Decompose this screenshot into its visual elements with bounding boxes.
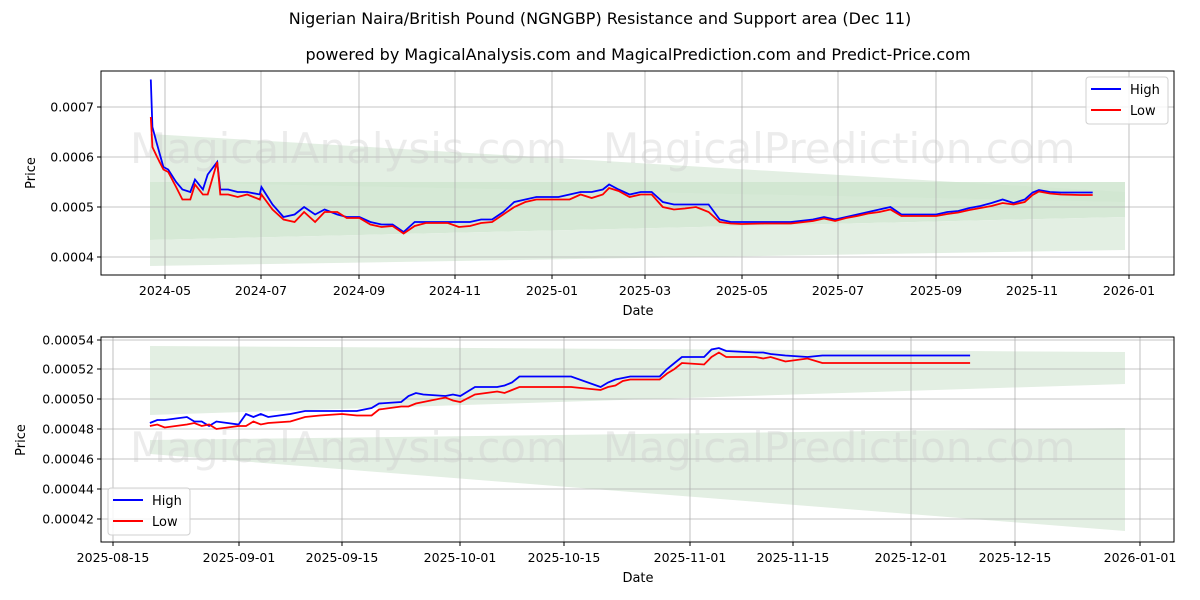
y-tick-label: 0.00048 <box>42 422 94 437</box>
watermark-analysis-bottom: MagicalAnalysis.com <box>130 423 567 472</box>
top-y-axis: 0.0007 0.0006 0.0005 0.0004 <box>50 100 101 265</box>
x-tick-label: 2026-01-01 <box>1104 550 1177 565</box>
x-tick-label: 2025-11 <box>1006 283 1058 298</box>
bottom-y-axis: 0.00054 0.00052 0.00050 0.00048 0.00046 0.000… <box>42 333 101 527</box>
x-tick-label: 2025-12-15 <box>979 550 1052 565</box>
legend-high-label: High <box>1130 83 1160 98</box>
legend-high-label: High <box>152 494 182 509</box>
bottom-legend: High Low <box>108 488 190 535</box>
x-tick-label: 2025-09-01 <box>203 550 276 565</box>
watermark-prediction: MagicalPrediction.com <box>603 124 1076 173</box>
x-tick-label: 2025-03 <box>619 283 671 298</box>
x-tick-label: 2025-10-15 <box>528 550 601 565</box>
y-tick-label: 0.00050 <box>42 392 94 407</box>
bottom-x-axis-label: Date <box>622 571 653 586</box>
bottom-y-axis-label: Price <box>14 424 29 456</box>
x-tick-label: 2024-11 <box>429 283 481 298</box>
y-tick-label: 0.00042 <box>42 512 94 527</box>
charts-canvas: MagicalAnalysis.com MagicalPrediction.co… <box>0 0 1200 600</box>
x-tick-label: 2025-01 <box>526 283 578 298</box>
x-tick-label: 2025-10-01 <box>424 550 497 565</box>
y-tick-label: 0.00044 <box>42 482 94 497</box>
watermark-prediction-bottom: MagicalPrediction.com <box>603 423 1076 472</box>
x-tick-label: 2025-11-01 <box>654 550 727 565</box>
bottom-resistance-band <box>150 346 1125 415</box>
x-tick-label: 2024-09 <box>333 283 385 298</box>
top-y-axis-label: Price <box>24 157 39 189</box>
top-legend: High Low <box>1086 77 1168 124</box>
legend-low-label: Low <box>152 515 178 530</box>
top-x-axis: 2024-05 2024-07 2024-09 2024-11 2025-01 2025-… <box>139 275 1155 298</box>
top-chart: MagicalAnalysis.com MagicalPrediction.co… <box>24 71 1174 319</box>
y-tick-label: 0.0005 <box>50 200 94 215</box>
x-tick-label: 2025-05 <box>716 283 768 298</box>
bottom-x-axis: 2025-08-15 2025-09-01 2025-09-15 2025-10-01… <box>77 542 1177 565</box>
x-tick-label: 2025-07 <box>812 283 864 298</box>
watermark-analysis: MagicalAnalysis.com <box>130 124 567 173</box>
x-tick-label: 2025-09-15 <box>306 550 379 565</box>
x-tick-label: 2026-01 <box>1103 283 1155 298</box>
y-tick-label: 0.0006 <box>50 150 94 165</box>
x-tick-label: 2025-08-15 <box>77 550 150 565</box>
y-tick-label: 0.0004 <box>50 250 94 265</box>
top-x-axis-label: Date <box>622 304 653 319</box>
x-tick-label: 2025-12-01 <box>875 550 948 565</box>
legend-low-label: Low <box>1130 104 1156 119</box>
bottom-chart: MagicalAnalysis.com MagicalPrediction.co… <box>14 333 1176 587</box>
y-tick-label: 0.0007 <box>50 100 94 115</box>
x-tick-label: 2024-07 <box>235 283 287 298</box>
y-tick-label: 0.00046 <box>42 452 94 467</box>
x-tick-label: 2024-05 <box>139 283 191 298</box>
y-tick-label: 0.00052 <box>42 362 94 377</box>
y-tick-label: 0.00054 <box>42 333 94 348</box>
x-tick-label: 2025-09 <box>910 283 962 298</box>
x-tick-label: 2025-11-15 <box>757 550 830 565</box>
